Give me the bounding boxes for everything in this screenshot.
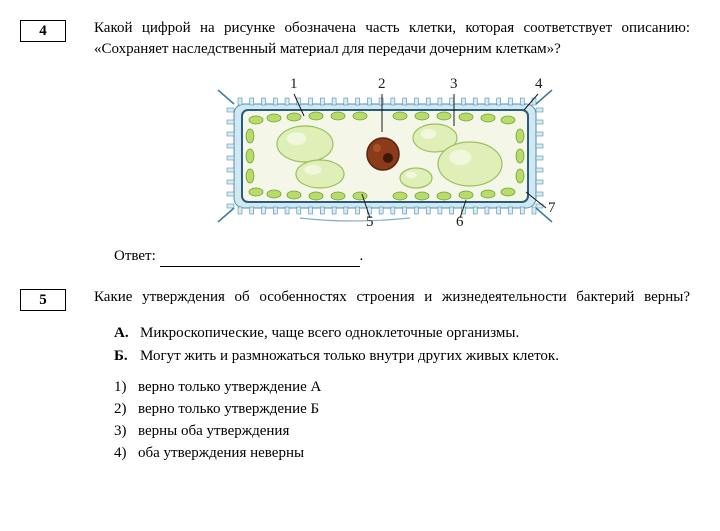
cell-diagram-container: 1 2 3 4 5 6 7: [20, 72, 690, 234]
opt-2-num: 2): [114, 399, 138, 420]
q5-num-text: 5: [39, 290, 47, 311]
question-5: 5 Какие утверждения об особенностях стро…: [20, 287, 690, 311]
question-4-text: Какой цифрой на рисунке обозначена часть…: [94, 18, 690, 60]
options-list: 1) верно только утверждение А 2) верно т…: [114, 377, 690, 464]
opt-2-text: верно только утверждение Б: [138, 399, 319, 420]
opt-3-text: верны оба утверждения: [138, 421, 289, 442]
answer-suffix: .: [360, 248, 364, 264]
svg-text:4: 4: [535, 76, 543, 92]
opt-1-num: 1): [114, 377, 138, 398]
statements-list: А. Микроскопические, чаще всего одноклет…: [114, 323, 690, 367]
option-4: 4) оба утверждения неверны: [114, 443, 690, 464]
stmt-a-text: Микроскопические, чаще всего одноклеточн…: [140, 323, 519, 344]
svg-text:5: 5: [366, 214, 374, 230]
svg-text:6: 6: [456, 214, 464, 230]
svg-text:3: 3: [450, 76, 458, 92]
question-4-number: 4: [20, 20, 66, 42]
answer-blank[interactable]: [160, 253, 360, 267]
option-1: 1) верно только утверждение А: [114, 377, 690, 398]
svg-text:2: 2: [378, 76, 386, 92]
option-3: 3) верны оба утверждения: [114, 421, 690, 442]
stmt-a-letter: А.: [114, 323, 140, 344]
opt-4-text: оба утверждения неверны: [138, 443, 304, 464]
answer-label: Ответ:: [114, 248, 156, 264]
option-2: 2) верно только утверждение Б: [114, 399, 690, 420]
statement-a: А. Микроскопические, чаще всего одноклет…: [114, 323, 690, 344]
cell-diagram: 1 2 3 4 5 6 7: [140, 72, 570, 234]
svg-text:7: 7: [548, 200, 556, 216]
stmt-b-text: Могут жить и размножаться только внутри …: [140, 346, 559, 367]
q4-num-text: 4: [39, 21, 47, 42]
svg-text:1: 1: [290, 76, 298, 92]
question-5-number: 5: [20, 289, 66, 311]
stmt-b-letter: Б.: [114, 346, 140, 367]
answer-line: Ответ: .: [114, 246, 690, 267]
question-5-text: Какие утверждения об особенностях строен…: [94, 287, 690, 308]
question-4: 4 Какой цифрой на рисунке обозначена час…: [20, 18, 690, 60]
statement-b: Б. Могут жить и размножаться только внут…: [114, 346, 690, 367]
opt-1-text: верно только утверждение А: [138, 377, 321, 398]
opt-3-num: 3): [114, 421, 138, 442]
opt-4-num: 4): [114, 443, 138, 464]
